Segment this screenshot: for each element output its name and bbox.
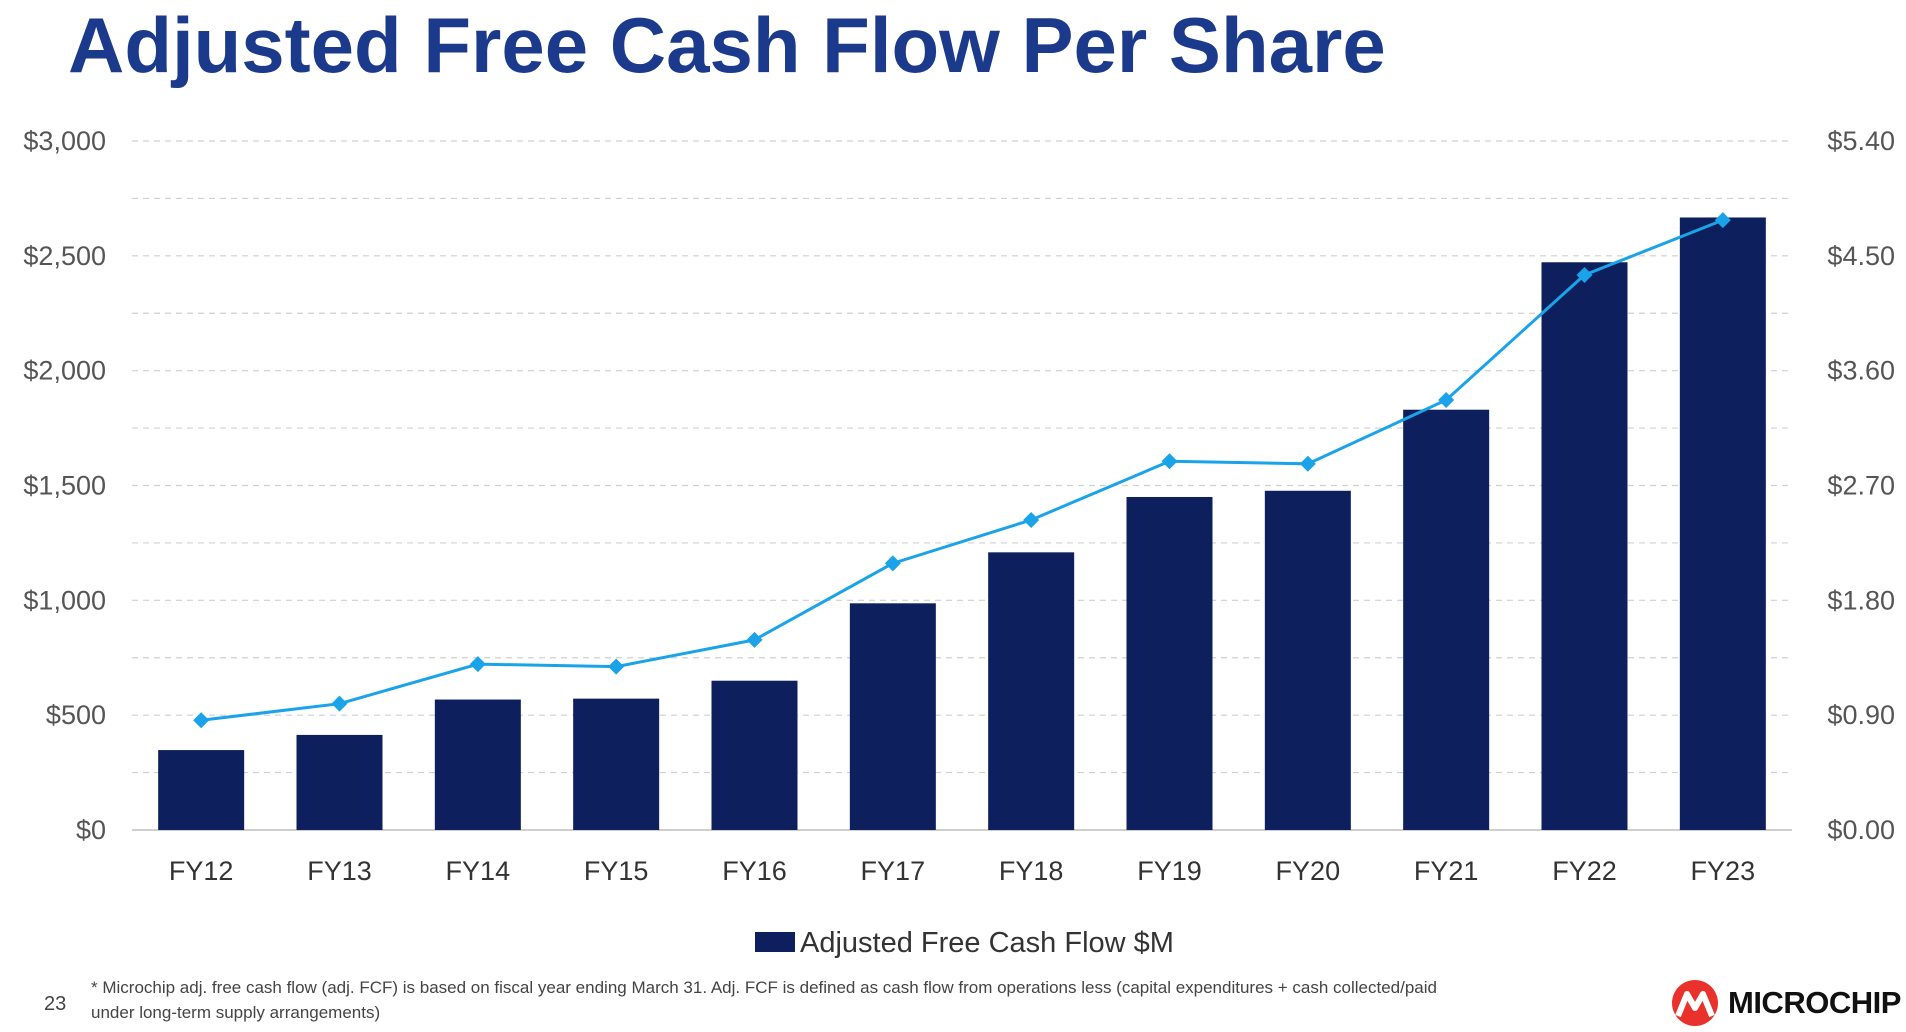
x-tick-label: FY21 (1414, 856, 1479, 886)
y-left-tick-label: $2,500 (23, 241, 106, 271)
y-right-tick-label: $1.80 (1827, 585, 1895, 615)
x-tick-label: FY12 (169, 856, 234, 886)
x-tick-label: FY16 (722, 856, 787, 886)
point-fy22 (1576, 266, 1593, 283)
x-tick-label: FY23 (1691, 856, 1756, 886)
y-right-tick-label: $5.40 (1827, 126, 1895, 156)
bar-fy14 (434, 699, 521, 830)
point-fy17 (884, 555, 901, 572)
y-left-tick-label: $3,000 (23, 126, 106, 156)
y-axis-right: $0.00 $0.90 $1.80 $2.70 $3.60 $4.50 $5.40 (1827, 126, 1895, 845)
point-fy18 (1023, 511, 1040, 528)
x-tick-label: FY18 (999, 856, 1064, 886)
logo-text: MICROCHIP (1728, 985, 1901, 1020)
bar-fy12 (158, 750, 245, 830)
y-left-tick-label: $500 (46, 700, 106, 730)
point-fy20 (1299, 455, 1316, 472)
bar-fy15 (573, 698, 660, 830)
bar-fy22 (1541, 262, 1628, 830)
bar-series (158, 217, 1766, 830)
y-right-tick-label: $0.00 (1827, 815, 1895, 845)
y-right-tick-label: $2.70 (1827, 471, 1895, 501)
bar-fy23 (1679, 217, 1766, 830)
x-tick-label: FY17 (861, 856, 926, 886)
point-fy15 (608, 658, 625, 675)
x-tick-label: FY20 (1276, 856, 1341, 886)
page-number: 23 (44, 993, 67, 1015)
point-fy23 (1714, 212, 1731, 229)
x-tick-label: FY15 (584, 856, 649, 886)
bar-fy19 (1126, 496, 1213, 830)
y-left-tick-label: $0 (76, 815, 106, 845)
point-fy12 (193, 712, 210, 729)
bar-fy13 (296, 734, 383, 830)
x-tick-label: FY22 (1552, 856, 1617, 886)
bar-fy17 (849, 603, 936, 830)
bar-fy16 (711, 680, 798, 830)
bar-fy18 (988, 552, 1075, 830)
legend: Adjusted Free Cash Flow $M (755, 927, 1174, 959)
point-fy21 (1438, 392, 1455, 409)
x-axis: FY12 FY13 FY14 FY15 FY16 FY17 FY18 FY19 FY20 FY21… (169, 856, 1755, 886)
point-fy19 (1161, 453, 1178, 470)
x-tick-label: FY19 (1137, 856, 1202, 886)
footnote: * Microchip adj. free cash flow (adj. FC… (91, 978, 1437, 1022)
bar-fy21 (1403, 409, 1490, 830)
y-left-tick-label: $2,000 (23, 356, 106, 386)
x-tick-label: FY14 (446, 856, 511, 886)
y-left-tick-label: $1,000 (23, 585, 106, 615)
legend-swatch (755, 932, 795, 952)
point-fy16 (746, 631, 763, 648)
point-fy13 (331, 695, 348, 712)
y-right-tick-label: $4.50 (1827, 241, 1895, 271)
y-axis-left: $0 $500 $1,000 $1,500 $2,000 $2,500 $3,000 (23, 126, 106, 845)
per-share-line (200, 218, 1724, 722)
chart-area: $0 $500 $1,000 $1,500 $2,000 $2,500 $3,000 $0.… (23, 126, 1895, 959)
microchip-logo-icon (1672, 980, 1718, 1026)
y-right-tick-label: $3.60 (1827, 356, 1895, 386)
y-left-tick-label: $1,500 (23, 471, 106, 501)
line-series (193, 212, 1731, 729)
legend-label: Adjusted Free Cash Flow $M (800, 927, 1174, 959)
point-fy14 (469, 656, 486, 673)
y-right-tick-label: $0.90 (1827, 700, 1895, 730)
slide-title: Adjusted Free Cash Flow Per Share (68, 1, 1386, 89)
bar-fy20 (1264, 490, 1351, 830)
company-logo: MICROCHIP (1670, 975, 1901, 1031)
x-tick-label: FY13 (307, 856, 372, 886)
